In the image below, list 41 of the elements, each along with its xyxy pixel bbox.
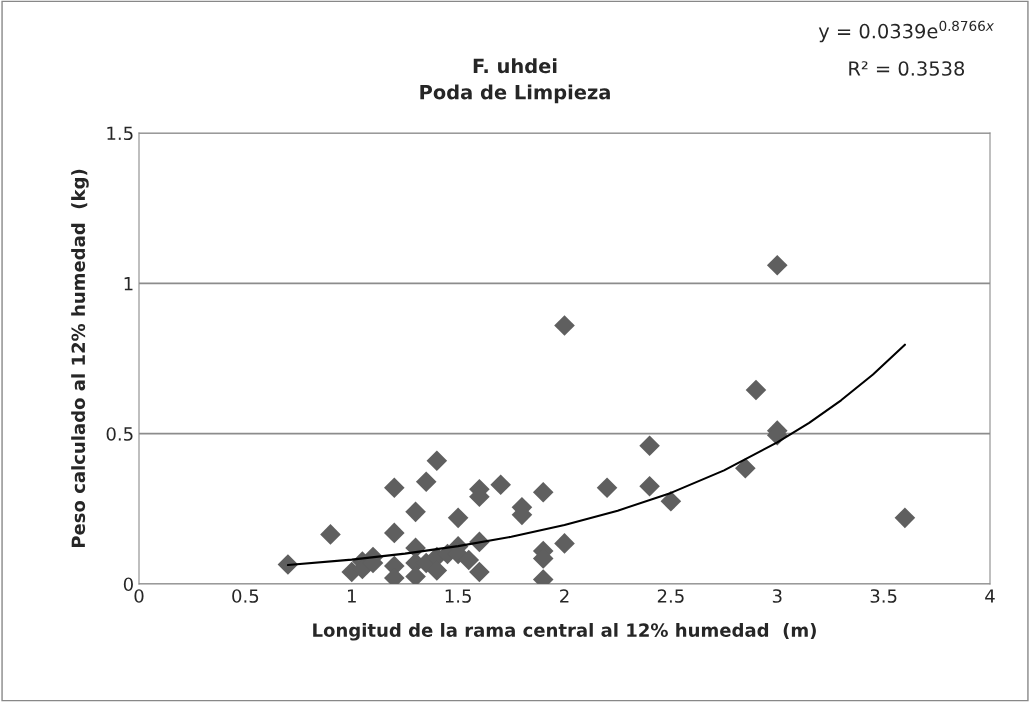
point xyxy=(735,457,756,479)
point xyxy=(639,435,660,456)
x-axis-title: Longitud de la rama central al 12% humedad (m) xyxy=(313,623,816,641)
point xyxy=(554,533,575,554)
x-tick-label: 0 xyxy=(134,589,144,603)
x-tick-label: 2.5 xyxy=(657,589,684,603)
y-tick-label: 0.5 xyxy=(106,427,133,441)
text: y = 0.0339e$^{0.8766x}$ xyxy=(818,20,994,43)
point xyxy=(745,379,767,401)
point xyxy=(426,450,448,472)
point xyxy=(426,560,448,581)
point xyxy=(554,315,575,336)
chart-title: F. uhdei Poda de Limpieza xyxy=(420,58,610,104)
point xyxy=(469,561,490,583)
point xyxy=(384,477,405,499)
y-tick-label: 0 xyxy=(123,577,133,592)
point xyxy=(458,549,480,571)
point xyxy=(447,507,469,529)
point xyxy=(766,254,788,276)
point xyxy=(660,491,682,512)
x-tick-label: 1.5 xyxy=(445,589,471,603)
y-axis-title: Peso calculado al 12% humedad (kg) xyxy=(71,169,89,548)
text: R² = 0.3538 xyxy=(849,61,965,76)
point xyxy=(320,524,341,545)
point xyxy=(490,474,511,496)
point xyxy=(596,477,618,499)
point xyxy=(532,482,554,503)
point xyxy=(405,566,426,584)
point xyxy=(384,522,405,544)
point xyxy=(639,475,660,497)
y-tick-label: 1.5 xyxy=(107,126,133,141)
x-tick-label: 0.5 xyxy=(232,589,259,603)
x-tick-label: 3 xyxy=(772,589,782,603)
point xyxy=(894,507,916,529)
x-tick-label: 4 xyxy=(985,589,995,603)
x-tick-label: 2 xyxy=(560,589,569,603)
x-tick-label: 3.5 xyxy=(870,589,897,603)
point xyxy=(405,501,426,523)
x-tick-label: 1 xyxy=(347,589,356,603)
point xyxy=(415,471,437,493)
y-tick-label: 1 xyxy=(124,277,133,291)
